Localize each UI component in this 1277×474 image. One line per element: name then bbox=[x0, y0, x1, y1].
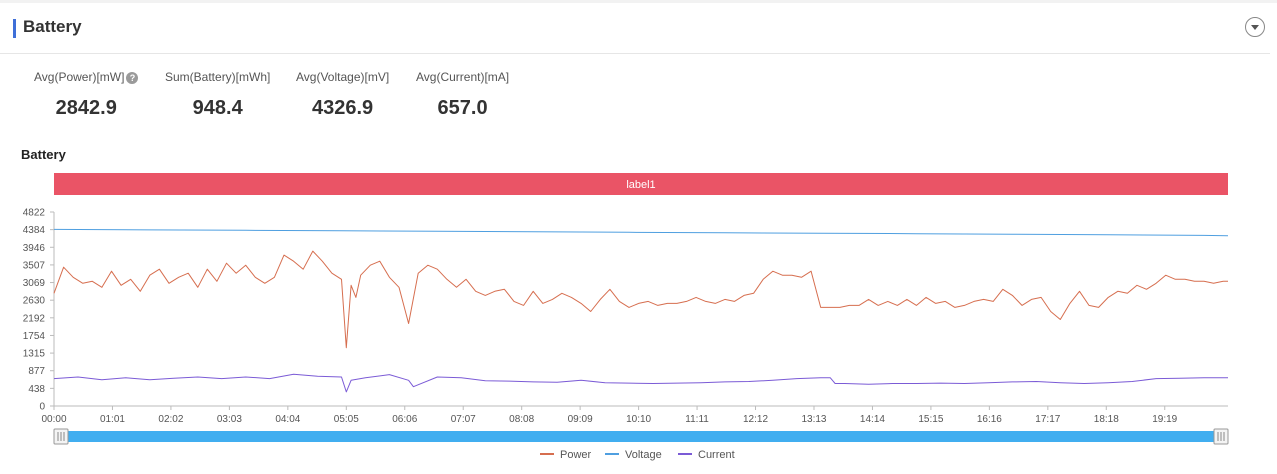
legend-label: Current bbox=[698, 449, 735, 461]
x-tick-label: 01:01 bbox=[100, 414, 125, 425]
x-tick-label: 05:05 bbox=[334, 414, 359, 425]
legend-swatch bbox=[540, 453, 554, 456]
legend-item-power[interactable]: Power bbox=[540, 449, 591, 461]
y-tick-label: 2192 bbox=[23, 313, 46, 324]
chevron-down-icon bbox=[1251, 25, 1259, 30]
metric-label: Avg(Power)[mW] bbox=[34, 70, 125, 84]
top-divider bbox=[0, 0, 1277, 3]
metric-label: Avg(Current)[mA] bbox=[416, 70, 510, 84]
metric-value: 948.4 bbox=[192, 97, 243, 119]
y-tick-label: 2630 bbox=[23, 296, 46, 307]
x-tick-label: 19:19 bbox=[1152, 414, 1177, 425]
y-tick-label: 438 bbox=[28, 384, 45, 395]
x-tick-label: 13:13 bbox=[801, 414, 826, 425]
metric-value: 657.0 bbox=[437, 97, 488, 119]
metric-label: Sum(Battery)[mWh] bbox=[165, 70, 271, 84]
series-line-power bbox=[53, 250, 1228, 349]
band-bar bbox=[54, 173, 1228, 195]
y-tick-label: 4384 bbox=[23, 225, 46, 236]
y-tick-label: 3069 bbox=[23, 278, 46, 289]
metric-avg-power: Avg(Power)[mW]? 2842.9 bbox=[34, 70, 139, 120]
metric-avg-current: Avg(Current)[mA] 657.0 bbox=[416, 70, 509, 120]
series-line-current bbox=[53, 373, 1228, 393]
y-tick-label: 0 bbox=[39, 402, 45, 413]
band-label: label1 bbox=[626, 179, 655, 191]
title-accent-bar bbox=[13, 19, 16, 38]
x-tick-label: 06:06 bbox=[392, 414, 417, 425]
legend-item-current[interactable]: Current bbox=[678, 449, 735, 461]
x-tick-label: 14:14 bbox=[860, 414, 885, 425]
zoom-slider-track[interactable] bbox=[60, 431, 1222, 442]
panel-title: Battery bbox=[23, 17, 82, 36]
y-tick-label: 1754 bbox=[23, 331, 46, 342]
x-tick-label: 07:07 bbox=[451, 414, 476, 425]
chart-legend: Power Voltage Current bbox=[0, 449, 1277, 463]
chart-title: Battery bbox=[21, 147, 66, 162]
metric-label: Avg(Voltage)[mV] bbox=[296, 70, 390, 84]
x-tick-label: 03:03 bbox=[217, 414, 242, 425]
y-tick-label: 877 bbox=[28, 366, 45, 377]
legend-label: Voltage bbox=[625, 449, 662, 461]
battery-chart: label1 0 438 877 1315 1754 2192 2630 3069 3507 394… bbox=[23, 173, 1229, 445]
metric-value: 4326.9 bbox=[312, 97, 374, 119]
panel-header: Battery bbox=[0, 3, 1270, 54]
legend-item-voltage[interactable]: Voltage bbox=[605, 449, 662, 461]
legend-label: Power bbox=[560, 449, 592, 461]
y-tick-label: 1315 bbox=[23, 349, 46, 360]
x-tick-label: 02:02 bbox=[158, 414, 183, 425]
legend-swatch bbox=[605, 453, 619, 456]
metric-value: 2842.9 bbox=[55, 97, 117, 119]
series-line-voltage bbox=[53, 228, 1229, 237]
y-tick-label: 4822 bbox=[23, 208, 46, 219]
metric-avg-voltage: Avg(Voltage)[mV] 4326.9 bbox=[296, 70, 389, 120]
help-icon[interactable]: ? bbox=[126, 72, 139, 84]
y-tick-label: 3946 bbox=[23, 243, 46, 254]
metric-sum-battery: Sum(Battery)[mWh] 948.4 bbox=[165, 70, 270, 120]
x-tick-label: 09:09 bbox=[568, 414, 593, 425]
x-tick-label: 15:15 bbox=[918, 414, 943, 425]
y-tick-label: 3507 bbox=[23, 260, 46, 271]
x-tick-label: 18:18 bbox=[1094, 414, 1119, 425]
x-tick-label: 12:12 bbox=[743, 414, 768, 425]
x-tick-label: 11:11 bbox=[685, 414, 709, 425]
x-tick-label: 16:16 bbox=[977, 414, 1002, 425]
x-tick-label: 04:04 bbox=[275, 414, 300, 425]
x-tick-label: 08:08 bbox=[509, 414, 534, 425]
legend-swatch bbox=[678, 453, 692, 456]
x-tick-label: 10:10 bbox=[626, 414, 651, 425]
x-tick-label: 17:17 bbox=[1035, 414, 1060, 425]
x-tick-label: 00:00 bbox=[41, 414, 66, 425]
collapse-button[interactable] bbox=[1245, 17, 1265, 37]
